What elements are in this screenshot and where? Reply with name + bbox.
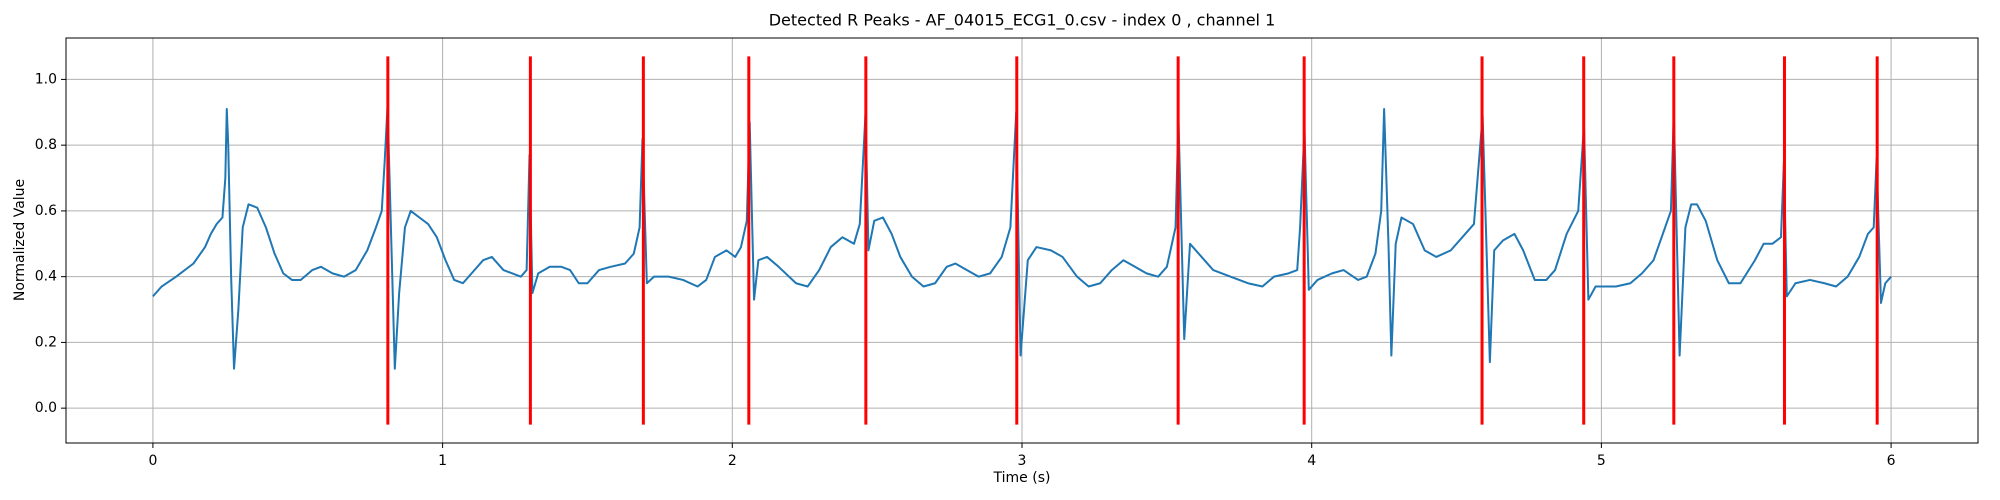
ecg-line	[152, 104, 1892, 370]
y-tick-label: 0.6	[35, 203, 57, 219]
x-axis-label: Time (s)	[993, 470, 1051, 486]
x-tick-label: 4	[1307, 453, 1316, 469]
x-tick-label: 3	[1018, 453, 1027, 469]
y-tick-label: 0.0	[35, 400, 57, 416]
y-tick-label: 0.4	[35, 269, 57, 285]
x-tick-label: 0	[148, 453, 157, 469]
plot-frame	[65, 37, 1979, 444]
y-tick-label: 0.8	[35, 137, 57, 153]
x-tick-label: 1	[438, 453, 447, 469]
x-tick-label: 2	[728, 453, 737, 469]
x-tick-label: 6	[1887, 453, 1896, 469]
y-tick-label: 1.0	[35, 71, 57, 87]
y-axis-label: Normalized Value	[12, 179, 28, 301]
x-tick-label: 5	[1597, 453, 1606, 469]
y-tick-label: 0.2	[35, 334, 57, 350]
chart-title: Detected R Peaks - AF_04015_ECG1_0.csv -…	[769, 11, 1276, 31]
